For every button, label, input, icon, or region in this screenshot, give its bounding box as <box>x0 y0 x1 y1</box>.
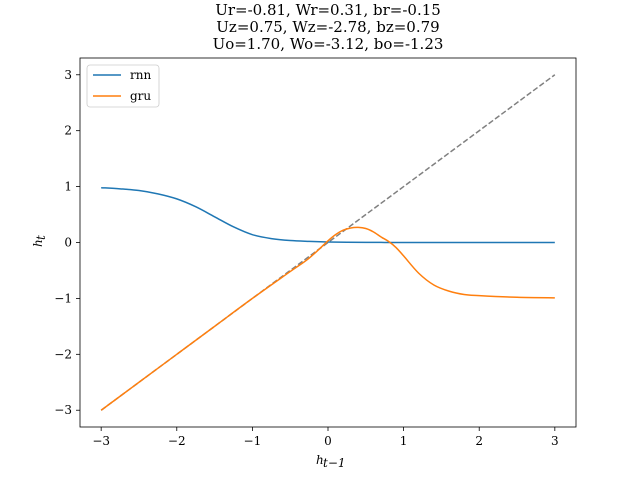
y-axis-label: h t <box>31 235 48 247</box>
legend-label-rnn: rnn <box>130 68 151 82</box>
x-tick-label: −2 <box>168 434 186 448</box>
plot-frame <box>79 57 577 428</box>
ticks-layer: −3 −2 −1 0 1 2 3 −3 −2 −1 0 1 2 3 <box>54 68 558 448</box>
series-line-gru <box>100 226 555 411</box>
x-tick-label: 0 <box>324 434 332 448</box>
y-tick-label: 3 <box>64 68 72 82</box>
identity-reference-line <box>100 74 556 411</box>
y-tick-label: −3 <box>54 403 72 417</box>
series-line-rnn <box>101 186 555 244</box>
x-tick-label: −1 <box>244 434 262 448</box>
y-tick-label: 0 <box>64 236 72 250</box>
series-layer <box>100 74 556 411</box>
y-axis-label-main: h <box>31 239 45 247</box>
legend-label-gru: gru <box>130 89 151 103</box>
y-axis-label-subscript: t <box>34 235 48 240</box>
x-tick-label: 3 <box>551 434 559 448</box>
x-axis-label-subscript: t−1 <box>323 456 346 470</box>
y-tick-label: −2 <box>54 347 72 361</box>
x-axis-label-main: h <box>316 453 324 467</box>
title-line-2: Uz=0.75, Wz=-2.78, bz=0.79 <box>216 18 439 36</box>
chart-title: Ur=-0.81, Wr=0.31, br=-0.15 Uz=0.75, Wz=… <box>213 1 444 53</box>
legend: rnn gru <box>86 64 160 108</box>
x-tick-label: −3 <box>92 434 110 448</box>
x-axis-label: h t−1 <box>316 453 346 470</box>
x-tick-label: 1 <box>400 434 408 448</box>
y-tick-label: 2 <box>64 124 72 138</box>
y-tick-label: 1 <box>64 180 72 194</box>
title-line-1: Ur=-0.81, Wr=0.31, br=-0.15 <box>215 1 441 19</box>
title-line-3: Uo=1.70, Wo=-3.12, bo=-1.23 <box>213 35 444 53</box>
x-tick-label: 2 <box>475 434 483 448</box>
y-tick-label: −1 <box>54 291 72 305</box>
